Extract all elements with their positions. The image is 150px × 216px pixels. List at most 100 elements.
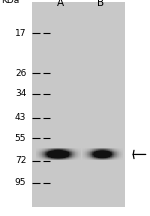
Bar: [36, 159, 37, 160]
Bar: [122, 157, 123, 158]
Bar: [41, 152, 42, 153]
Bar: [86, 150, 87, 151]
Bar: [60, 152, 61, 153]
Bar: [51, 156, 52, 157]
Bar: [86, 155, 87, 156]
Bar: [121, 156, 122, 157]
Bar: [69, 149, 70, 150]
Bar: [94, 150, 95, 151]
Text: 34: 34: [15, 89, 26, 98]
Bar: [103, 155, 104, 156]
Bar: [60, 151, 61, 152]
Bar: [105, 152, 106, 153]
Bar: [87, 157, 88, 158]
Bar: [78, 152, 79, 153]
Bar: [60, 153, 61, 154]
Bar: [117, 153, 118, 154]
Bar: [75, 159, 76, 160]
Bar: [71, 159, 72, 160]
Bar: [120, 153, 121, 154]
Bar: [99, 150, 100, 151]
Bar: [49, 158, 50, 159]
Bar: [58, 154, 59, 155]
Bar: [79, 159, 80, 160]
Bar: [39, 158, 40, 159]
Bar: [57, 156, 58, 157]
Bar: [88, 159, 89, 160]
Bar: [84, 154, 85, 155]
Bar: [66, 154, 67, 155]
Bar: [107, 151, 108, 152]
Bar: [43, 159, 44, 160]
Bar: [90, 153, 91, 154]
Bar: [90, 158, 91, 159]
Bar: [110, 149, 111, 150]
Bar: [53, 152, 54, 153]
Bar: [77, 158, 78, 159]
Bar: [44, 155, 45, 156]
Bar: [100, 151, 101, 152]
Bar: [114, 153, 115, 154]
Bar: [122, 152, 123, 153]
Bar: [59, 153, 60, 154]
Bar: [47, 157, 48, 158]
Bar: [46, 149, 47, 150]
Bar: [83, 157, 84, 158]
Bar: [42, 158, 43, 159]
Bar: [104, 156, 105, 157]
Bar: [47, 153, 48, 154]
Bar: [85, 152, 86, 153]
Bar: [60, 155, 61, 156]
Bar: [98, 157, 99, 158]
Bar: [107, 155, 108, 156]
Bar: [118, 151, 119, 152]
Bar: [53, 148, 54, 149]
Bar: [49, 157, 50, 158]
Bar: [66, 158, 67, 159]
Bar: [98, 151, 99, 152]
Bar: [50, 155, 51, 156]
Bar: [82, 152, 83, 153]
Bar: [88, 153, 89, 154]
Bar: [108, 153, 109, 154]
Bar: [48, 154, 49, 155]
Bar: [117, 148, 118, 149]
Bar: [100, 159, 101, 160]
Bar: [65, 159, 66, 160]
Bar: [80, 156, 81, 157]
Bar: [101, 158, 102, 159]
Bar: [48, 156, 49, 157]
Bar: [85, 155, 86, 156]
Bar: [51, 151, 52, 152]
Bar: [109, 150, 110, 151]
Bar: [77, 151, 78, 152]
Bar: [73, 148, 74, 149]
Bar: [82, 159, 83, 160]
Bar: [50, 159, 51, 160]
Bar: [118, 152, 119, 153]
Bar: [37, 155, 38, 156]
Bar: [79, 155, 80, 156]
Bar: [60, 148, 61, 149]
Bar: [77, 159, 78, 160]
Bar: [41, 159, 42, 160]
Bar: [72, 151, 73, 152]
Bar: [115, 158, 116, 159]
Bar: [103, 150, 104, 151]
Bar: [114, 158, 115, 159]
Bar: [70, 158, 71, 159]
Bar: [53, 151, 54, 152]
Bar: [102, 149, 103, 150]
Bar: [45, 159, 46, 160]
Bar: [93, 152, 94, 153]
Bar: [115, 148, 116, 149]
Bar: [96, 149, 97, 150]
Bar: [38, 159, 39, 160]
Bar: [38, 148, 39, 149]
Bar: [117, 158, 118, 159]
Bar: [51, 155, 52, 156]
Bar: [90, 156, 91, 157]
Bar: [72, 159, 73, 160]
Bar: [105, 149, 106, 150]
Bar: [72, 156, 73, 157]
